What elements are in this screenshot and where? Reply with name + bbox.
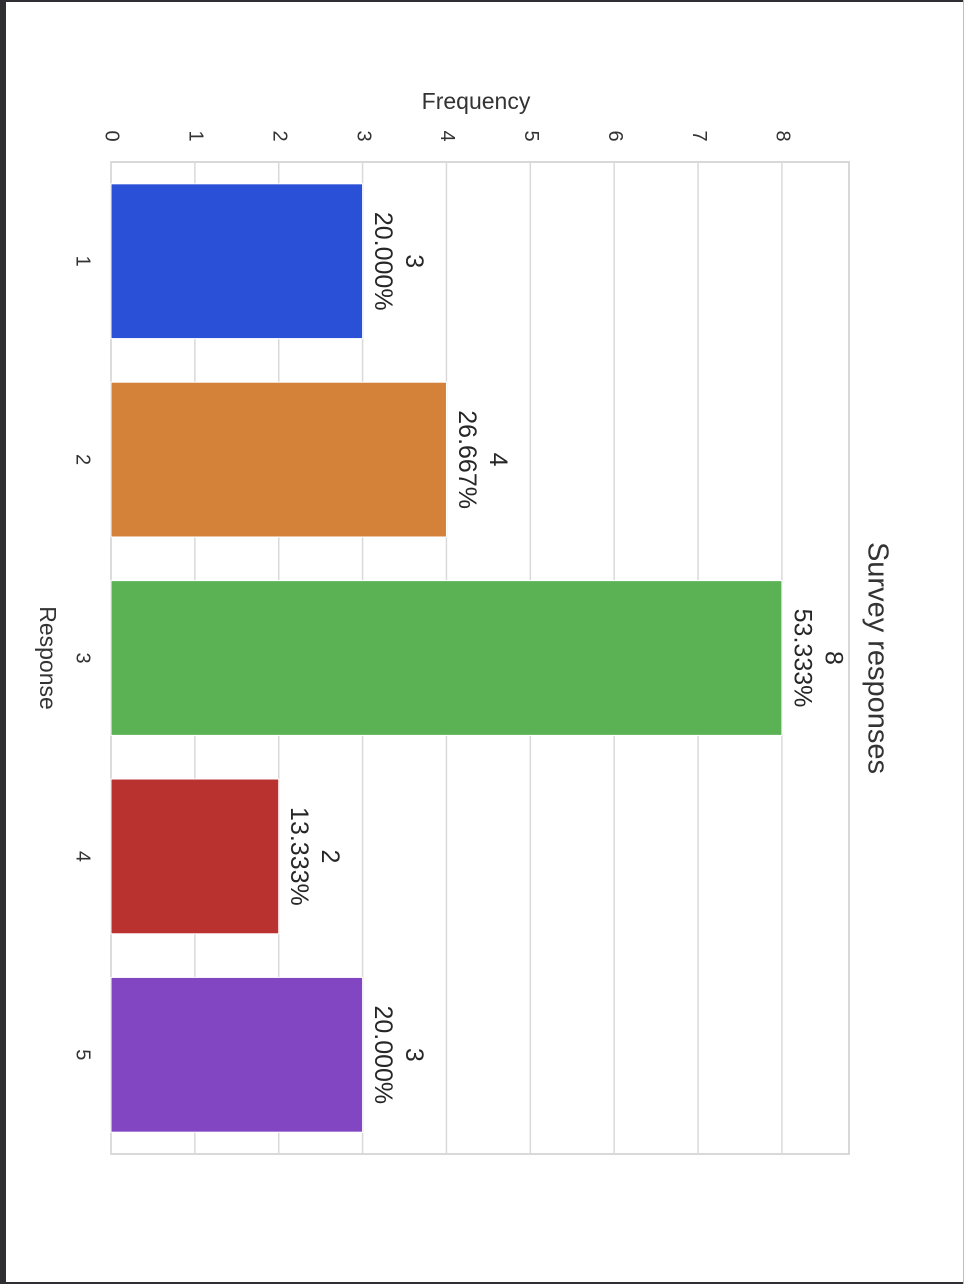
value-axis-ticks: 0 1 2 3 4 5 6 7 8 [101, 130, 794, 141]
data-label-percent: 53.333% [788, 609, 816, 708]
window-frame-left [0, 0, 6, 1284]
value-tick-label: 2 [268, 130, 290, 141]
category-tick-label: 4 [72, 851, 94, 862]
data-labels: 320.000%426.667%853.333%213.333%320.000% [285, 212, 847, 1104]
y-axis-label: Frequency [422, 88, 531, 114]
data-label-value: 3 [400, 1048, 428, 1062]
category-axis-ticks: 1 2 3 4 5 [72, 256, 94, 1061]
category-tick-label: 1 [72, 256, 94, 267]
value-tick-label: 6 [604, 130, 626, 141]
value-tick-label: 3 [352, 130, 374, 141]
data-label-value: 2 [316, 849, 344, 863]
data-label-percent: 20.000% [369, 1005, 397, 1104]
category-tick-label: 3 [72, 652, 94, 663]
value-tick-label: 7 [688, 130, 710, 141]
value-tick-label: 4 [436, 130, 458, 141]
value-tick-label: 5 [520, 130, 542, 141]
bar-3 [110, 580, 783, 736]
bar-2 [110, 381, 447, 538]
value-tick-label: 1 [185, 130, 207, 141]
data-label-value: 4 [484, 453, 512, 467]
data-label-value: 3 [400, 254, 428, 268]
value-tick-label: 8 [772, 130, 794, 141]
data-label-percent: 26.667% [453, 410, 481, 509]
data-label-percent: 13.333% [285, 807, 313, 906]
chart-title: Survey responses [861, 542, 893, 774]
value-tick-label: 0 [101, 130, 123, 141]
category-tick-label: 5 [72, 1049, 94, 1060]
data-label-value: 8 [819, 651, 847, 665]
bars [110, 183, 783, 1133]
bar-4 [110, 778, 280, 935]
category-tick-label: 2 [72, 454, 94, 465]
window-frame-top [0, 0, 964, 2]
bar-1 [110, 183, 364, 340]
window-frame-bottom [0, 1282, 964, 1284]
x-axis-label: Response [35, 606, 61, 710]
bar-5 [110, 976, 364, 1133]
data-label-percent: 20.000% [369, 212, 397, 311]
